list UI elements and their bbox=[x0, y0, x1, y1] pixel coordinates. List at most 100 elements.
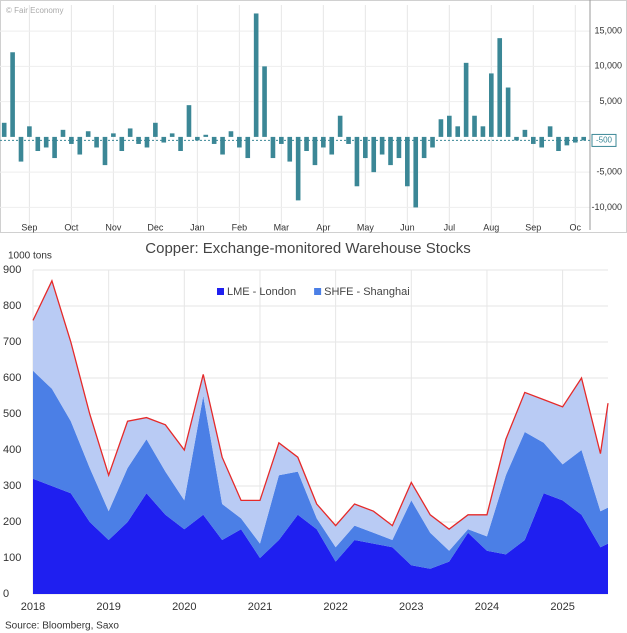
bar bbox=[27, 126, 32, 137]
bar bbox=[447, 115, 452, 137]
x-tick-label: Jun bbox=[400, 222, 415, 232]
y-tick-label: -10,000 bbox=[591, 202, 622, 212]
bar bbox=[203, 134, 209, 137]
x-tick-label: 2024 bbox=[475, 601, 499, 613]
area bbox=[33, 370, 608, 569]
bar bbox=[287, 136, 293, 162]
bar bbox=[111, 133, 116, 137]
bar bbox=[220, 136, 225, 155]
bar bbox=[363, 136, 368, 159]
bar bbox=[379, 136, 385, 155]
y-tick-label: 500 bbox=[3, 408, 21, 420]
bar bbox=[211, 136, 217, 144]
x-tick-label: Dec bbox=[147, 222, 164, 232]
legend-swatch bbox=[217, 288, 224, 295]
bar bbox=[186, 105, 192, 137]
x-tick-label: Mar bbox=[274, 222, 290, 232]
bar bbox=[18, 136, 24, 162]
x-tick-label: 2021 bbox=[248, 601, 272, 613]
bar bbox=[421, 136, 427, 159]
area bbox=[33, 478, 608, 594]
bar bbox=[455, 126, 461, 137]
bar bbox=[304, 136, 309, 152]
x-tick-label: 2025 bbox=[550, 601, 574, 613]
bar bbox=[489, 73, 494, 137]
bar bbox=[514, 136, 519, 141]
bar bbox=[144, 136, 150, 148]
bar bbox=[153, 122, 158, 137]
chart-title: Copper: Exchange-monitored Warehouse Sto… bbox=[145, 240, 470, 257]
bar bbox=[480, 126, 486, 137]
bar bbox=[77, 136, 83, 155]
bar bbox=[388, 136, 393, 166]
x-tick-label: Oc bbox=[570, 222, 582, 232]
total-outline bbox=[32, 279, 609, 531]
y-tick-label: 300 bbox=[3, 480, 21, 492]
bar bbox=[413, 136, 419, 208]
bar bbox=[43, 136, 49, 148]
x-tick-label: Nov bbox=[105, 222, 122, 232]
bar bbox=[245, 136, 251, 159]
x-tick-label: May bbox=[357, 222, 375, 232]
bar bbox=[539, 136, 545, 148]
bar bbox=[94, 136, 99, 148]
y-tick-label: 900 bbox=[3, 264, 21, 276]
bar bbox=[127, 128, 133, 137]
y-tick-label: -5,000 bbox=[596, 167, 622, 177]
bar bbox=[262, 66, 267, 137]
bar bbox=[371, 136, 377, 173]
y-tick-label: 600 bbox=[3, 372, 21, 384]
bar bbox=[295, 136, 301, 201]
bar bbox=[270, 136, 276, 159]
y-tick-label: 200 bbox=[3, 516, 21, 528]
x-tick-label: Sep bbox=[21, 222, 37, 232]
y-tick-label: 100 bbox=[3, 552, 21, 564]
bar bbox=[522, 129, 528, 137]
area bbox=[33, 280, 608, 551]
current-label: -500 bbox=[596, 136, 613, 145]
y-tick-label: 5,000 bbox=[599, 96, 622, 106]
legend-label: SHFE - Shanghai bbox=[324, 286, 410, 298]
x-tick-label: Jul bbox=[444, 222, 456, 232]
bar bbox=[463, 62, 469, 137]
bar bbox=[69, 136, 74, 144]
bar bbox=[119, 136, 125, 152]
bar bbox=[438, 119, 444, 137]
x-tick-label: Feb bbox=[232, 222, 248, 232]
bar bbox=[10, 52, 15, 137]
legend-label: LME - London bbox=[227, 286, 296, 298]
bar bbox=[430, 136, 435, 148]
x-tick-label: Aug bbox=[483, 222, 499, 232]
x-tick-label: 2020 bbox=[172, 601, 196, 613]
source: Source: Bloomberg, Saxo bbox=[5, 621, 119, 632]
y-tick-label: 10,000 bbox=[594, 61, 622, 71]
watermark: © Fair Economy bbox=[6, 6, 63, 15]
bar bbox=[556, 136, 561, 152]
bar bbox=[85, 131, 91, 137]
bar bbox=[60, 129, 66, 137]
bar bbox=[547, 126, 553, 137]
x-tick-label: Jan bbox=[190, 222, 205, 232]
bar bbox=[161, 136, 167, 143]
bar bbox=[354, 136, 360, 187]
x-tick-label: Sep bbox=[525, 222, 541, 232]
bar bbox=[505, 87, 511, 137]
y-tick-label: 15,000 bbox=[594, 25, 622, 35]
bar bbox=[136, 136, 141, 144]
x-tick-label: Oct bbox=[64, 222, 79, 232]
bar bbox=[52, 136, 57, 159]
bar bbox=[102, 136, 108, 166]
legend-swatch bbox=[314, 288, 322, 295]
y-tick-label: 700 bbox=[3, 336, 21, 348]
bar bbox=[472, 115, 477, 137]
bar bbox=[312, 136, 318, 166]
bar bbox=[35, 136, 41, 152]
bar bbox=[169, 133, 175, 137]
x-tick-label: 2023 bbox=[399, 601, 423, 613]
x-tick-label: 2022 bbox=[323, 601, 347, 613]
bar bbox=[237, 136, 242, 148]
bar bbox=[337, 115, 343, 137]
bar bbox=[178, 136, 183, 152]
bar bbox=[581, 136, 587, 141]
